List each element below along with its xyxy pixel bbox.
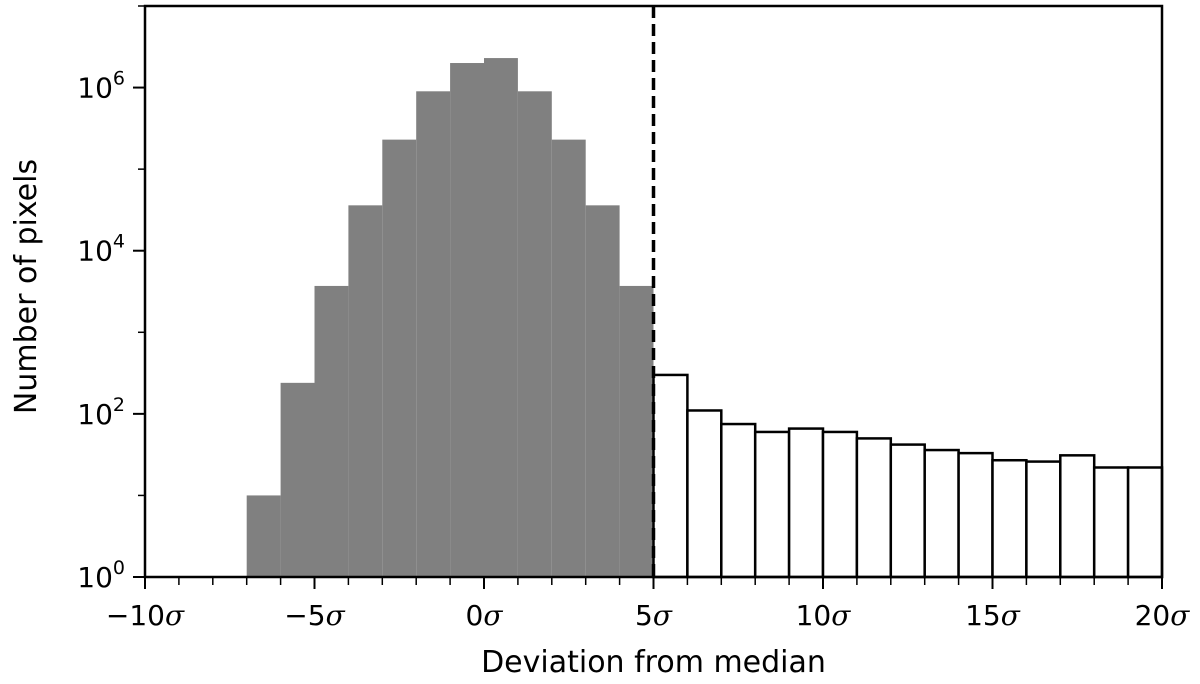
histogram-bar xyxy=(787,427,825,579)
x-tick-label: −10σ xyxy=(106,599,185,632)
x-tick-label: 15σ xyxy=(965,599,1021,632)
histogram-bar xyxy=(1092,466,1130,579)
histogram-bar xyxy=(382,139,417,577)
histogram-bar xyxy=(720,422,757,579)
bars-layer xyxy=(246,58,1164,579)
histogram-bar xyxy=(1126,466,1164,579)
x-tick-label: 10σ xyxy=(796,599,852,632)
histogram-bar xyxy=(1025,460,1062,579)
x-axis-label: Deviation from median xyxy=(481,645,826,680)
histogram-bar xyxy=(753,430,791,579)
histogram-bar xyxy=(957,451,994,579)
histogram-bar xyxy=(416,91,451,578)
histogram-bar xyxy=(484,58,518,578)
ticks-layer: −10σ −5σ 0σ 5σ 10σ 15σ 20σ 100 102 104 106 xyxy=(77,5,1191,632)
histogram-bar xyxy=(551,139,586,577)
y-tick-label: 100 xyxy=(77,557,125,594)
histogram-bar xyxy=(450,63,484,577)
plot-frame xyxy=(143,4,1164,579)
histogram-bar xyxy=(1059,454,1096,579)
y-tick-label: 102 xyxy=(77,394,125,431)
histogram-bar xyxy=(314,285,349,577)
histogram-bar xyxy=(991,458,1028,579)
histogram-bar xyxy=(686,409,723,579)
x-tick-label: 5σ xyxy=(635,599,673,632)
histogram-bar xyxy=(280,382,315,577)
x-tick-label: 20σ xyxy=(1135,599,1191,632)
y-tick-label: 106 xyxy=(77,68,125,105)
histogram-bar xyxy=(246,495,281,577)
histogram-bar xyxy=(348,205,383,578)
histogram-bar xyxy=(889,443,926,579)
histogram-bar xyxy=(923,448,960,579)
y-axis-label: Number of pixels xyxy=(9,159,44,414)
x-tick-label: 0σ xyxy=(466,599,504,632)
y-tick-label: 104 xyxy=(77,231,125,268)
histogram-bar xyxy=(619,285,654,577)
histogram-bar xyxy=(821,430,859,579)
histogram-bar xyxy=(855,437,893,579)
histogram-bar xyxy=(652,373,689,579)
x-tick-label: −5σ xyxy=(284,599,345,632)
histogram-bar xyxy=(517,91,552,578)
histogram-bar xyxy=(585,205,620,578)
